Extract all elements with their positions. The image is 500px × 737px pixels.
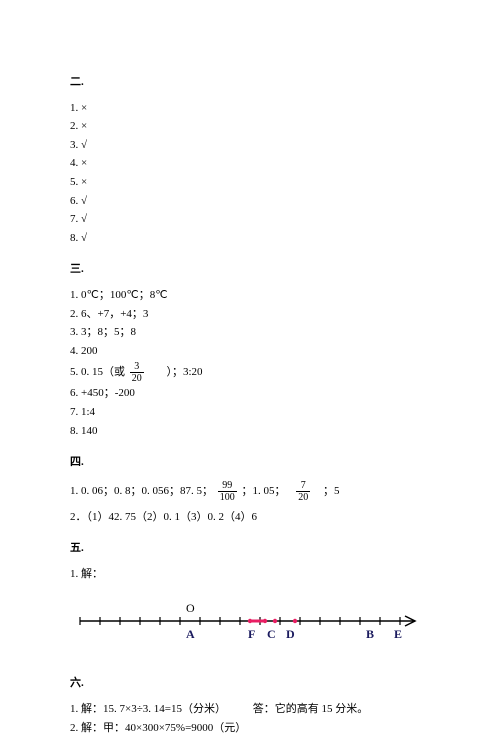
s3-item: 7. 1:4	[70, 404, 430, 422]
s4-item1-post: ；5	[323, 485, 340, 497]
s3-item: 2. 6、+7，+4；3	[70, 306, 430, 324]
section-6-title: 六.	[70, 675, 430, 693]
section-4-title: 四.	[70, 454, 430, 472]
fraction-den: 20	[130, 373, 144, 384]
s3-item: 4. 200	[70, 343, 430, 361]
label-F: F	[248, 625, 255, 644]
s3-item5: 5. 0. 15（或 3 20 ）；3:20	[70, 361, 430, 384]
fraction: 7 20	[296, 480, 310, 503]
s2-item: 4. ×	[70, 155, 430, 173]
s3-item: 1. 0℃；100℃；8℃	[70, 287, 430, 305]
fraction-num: 3	[130, 361, 144, 373]
s4-item1: 1. 0. 06；0. 8；0. 056；87. 5； 99 100 ；1. 0…	[70, 480, 430, 503]
s3-item5-pre: 5. 0. 15（或	[70, 366, 125, 378]
s2-item: 8. √	[70, 230, 430, 248]
label-O: O	[186, 599, 195, 618]
s3-item: 8. 140	[70, 423, 430, 441]
label-D: D	[286, 625, 295, 644]
fraction-num: 99	[218, 480, 237, 492]
s3-item5-post: ）；3:20	[167, 366, 203, 378]
fraction-den: 100	[218, 492, 237, 503]
label-E: E	[394, 625, 402, 644]
s3-item: 6. +450；-200	[70, 385, 430, 403]
s2-item: 6. √	[70, 193, 430, 211]
fraction-num: 7	[296, 480, 310, 492]
s4-item2: 2．（1）42. 75（2）0. 1（3）0. 2（4）6	[70, 509, 430, 527]
s6-item1: 1. 解：15. 7×3÷3. 14=15（分米） 答：它的高有 15 分米。	[70, 701, 430, 719]
fraction: 99 100	[218, 480, 237, 503]
s6-item2: 2. 解：甲：40×300×75%=9000（元）	[70, 720, 430, 737]
fraction-den: 20	[296, 492, 310, 503]
section-2-title: 二.	[70, 74, 430, 92]
label-B: B	[366, 625, 374, 644]
s6-item1-left: 1. 解：15. 7×3÷3. 14=15（分米）	[70, 703, 226, 715]
s4-item1-mid: ；1. 05；	[242, 485, 286, 497]
s2-item: 2. ×	[70, 118, 430, 136]
s5-item1: 1. 解：	[70, 566, 430, 584]
s2-item: 7. √	[70, 211, 430, 229]
label-A: A	[186, 625, 195, 644]
s6-item1-right: 答：它的高有 15 分米。	[253, 703, 369, 715]
s2-item: 3. √	[70, 137, 430, 155]
section-5-title: 五.	[70, 540, 430, 558]
number-line: O A F C D B E	[70, 601, 430, 651]
s4-item1-pre: 1. 0. 06；0. 8；0. 056；87. 5；	[70, 485, 213, 497]
fraction: 3 20	[130, 361, 144, 384]
s2-item: 1. ×	[70, 100, 430, 118]
label-C: C	[267, 625, 276, 644]
number-line-labels: O A F C D B E	[70, 601, 420, 641]
s2-item: 5. ×	[70, 174, 430, 192]
s3-item: 3. 3；8；5；8	[70, 324, 430, 342]
section-3-title: 三.	[70, 261, 430, 279]
